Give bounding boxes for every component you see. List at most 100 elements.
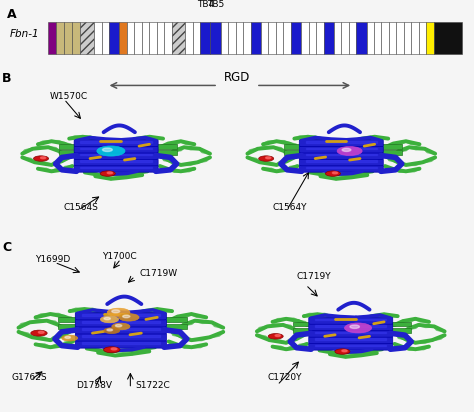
Bar: [59, 150, 80, 155]
FancyBboxPatch shape: [299, 140, 383, 147]
Bar: [210, 22, 221, 54]
Bar: [381, 144, 402, 149]
Circle shape: [100, 171, 115, 176]
Text: G1762S: G1762S: [12, 373, 47, 382]
Bar: [164, 324, 187, 329]
Bar: [434, 22, 462, 54]
Bar: [309, 22, 316, 54]
Bar: [58, 324, 81, 329]
Bar: [268, 22, 276, 54]
Bar: [419, 22, 426, 54]
Circle shape: [326, 171, 340, 176]
Circle shape: [342, 148, 351, 152]
FancyBboxPatch shape: [299, 159, 383, 166]
Bar: [341, 22, 349, 54]
Bar: [366, 22, 374, 54]
Bar: [291, 22, 301, 54]
Bar: [200, 22, 210, 54]
Circle shape: [265, 157, 271, 159]
Bar: [349, 22, 356, 54]
Circle shape: [268, 334, 283, 339]
Bar: [55, 22, 64, 54]
Bar: [382, 22, 389, 54]
Text: C1719Y: C1719Y: [296, 272, 331, 281]
Bar: [106, 166, 128, 170]
Circle shape: [41, 157, 46, 159]
Bar: [64, 22, 72, 54]
Circle shape: [38, 331, 44, 333]
Bar: [404, 22, 411, 54]
Bar: [334, 22, 341, 54]
Bar: [284, 150, 305, 155]
Bar: [134, 22, 142, 54]
Text: C1564Y: C1564Y: [273, 203, 307, 212]
Bar: [58, 317, 81, 322]
Circle shape: [335, 349, 350, 354]
FancyBboxPatch shape: [74, 152, 158, 159]
Bar: [192, 22, 200, 54]
Bar: [356, 22, 366, 54]
Circle shape: [118, 314, 139, 321]
Bar: [293, 328, 314, 332]
FancyBboxPatch shape: [309, 343, 393, 350]
Circle shape: [337, 147, 362, 156]
Text: C: C: [2, 241, 11, 254]
Circle shape: [112, 310, 120, 313]
Text: W1570C: W1570C: [50, 92, 88, 101]
Circle shape: [107, 329, 112, 331]
Text: B: B: [2, 72, 12, 85]
Bar: [411, 22, 419, 54]
Bar: [109, 22, 119, 54]
FancyBboxPatch shape: [74, 165, 158, 172]
Text: D1758V: D1758V: [76, 382, 112, 391]
FancyBboxPatch shape: [309, 337, 393, 344]
Bar: [164, 22, 172, 54]
Bar: [149, 22, 156, 54]
Bar: [243, 22, 251, 54]
FancyBboxPatch shape: [74, 159, 158, 166]
Circle shape: [102, 148, 112, 152]
Circle shape: [123, 315, 130, 318]
FancyBboxPatch shape: [75, 319, 166, 327]
Bar: [109, 342, 135, 346]
Bar: [156, 144, 177, 149]
Text: S1722C: S1722C: [135, 382, 170, 391]
Bar: [301, 22, 309, 54]
Text: TB5: TB5: [207, 0, 225, 9]
Bar: [185, 22, 192, 54]
Bar: [156, 150, 177, 155]
Circle shape: [345, 323, 372, 333]
FancyBboxPatch shape: [309, 317, 393, 324]
Circle shape: [112, 323, 130, 330]
Bar: [228, 22, 236, 54]
Circle shape: [62, 335, 78, 341]
FancyBboxPatch shape: [75, 333, 166, 341]
Circle shape: [104, 328, 120, 334]
Circle shape: [34, 156, 48, 161]
FancyBboxPatch shape: [309, 330, 393, 337]
Bar: [164, 317, 187, 322]
Text: C1564S: C1564S: [64, 203, 99, 212]
Bar: [381, 150, 402, 155]
Bar: [81, 22, 94, 54]
Bar: [172, 22, 185, 54]
Bar: [142, 22, 149, 54]
Bar: [293, 322, 314, 326]
Bar: [391, 328, 411, 332]
Circle shape: [115, 325, 122, 327]
Bar: [284, 144, 305, 149]
Text: Y1700C: Y1700C: [102, 252, 137, 261]
Bar: [389, 22, 396, 54]
FancyBboxPatch shape: [75, 326, 166, 334]
FancyBboxPatch shape: [299, 165, 383, 172]
Bar: [276, 22, 283, 54]
Circle shape: [65, 336, 71, 338]
FancyBboxPatch shape: [74, 140, 158, 147]
Circle shape: [100, 316, 118, 323]
Bar: [374, 22, 382, 54]
FancyBboxPatch shape: [75, 341, 166, 348]
Bar: [331, 166, 354, 170]
Bar: [251, 22, 261, 54]
Bar: [127, 22, 134, 54]
Bar: [324, 22, 334, 54]
